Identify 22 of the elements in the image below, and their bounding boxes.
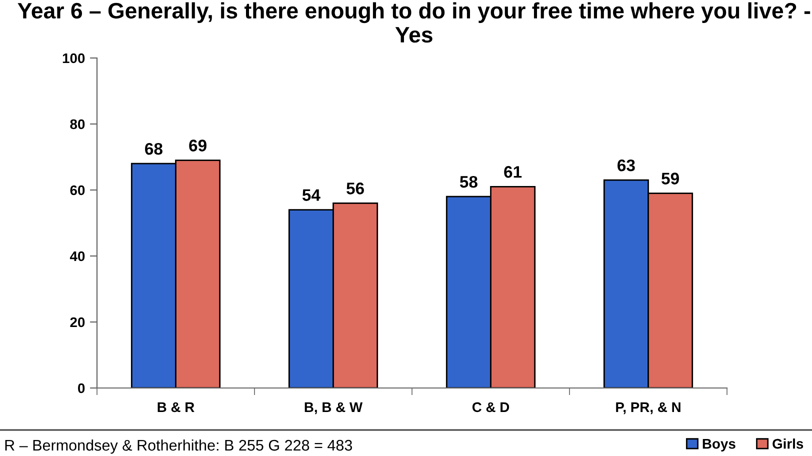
data-label: 61 <box>504 166 522 178</box>
data-label: 59 <box>662 172 679 184</box>
data-label: 63 <box>618 159 635 172</box>
y-tick-label: 100 <box>62 53 85 64</box>
x-tick-label: B & R <box>158 402 194 412</box>
data-label: 58 <box>460 176 478 188</box>
data-label: 56 <box>346 182 364 194</box>
y-tick-label: 60 <box>70 185 85 196</box>
chart-title: Year 6 – Generally, is there enough to do in your free time where you live? - Yes <box>18 2 810 43</box>
x-tick-label: B, B & W <box>304 402 363 414</box>
data-label: 69 <box>189 140 206 152</box>
y-tick-label: 0 <box>78 383 85 394</box>
y-tick-label: 40 <box>70 251 85 262</box>
y-tick-label: 80 <box>70 119 85 130</box>
data-label: 54 <box>302 189 320 201</box>
x-tick-label: P, PR, & N <box>616 402 680 414</box>
text: R – Bermondsey & Rotherhithe: B 255 G 228 = 483 <box>5 439 352 454</box>
y-tick-label: 20 <box>70 317 85 328</box>
legend-label: Girls <box>772 438 804 449</box>
x-tick-label: C & D <box>472 402 510 412</box>
data-label: 68 <box>145 142 162 155</box>
legend-label: Boys <box>702 439 736 452</box>
